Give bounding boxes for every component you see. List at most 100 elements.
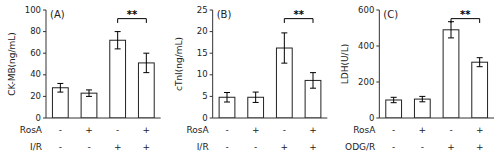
y-tick <box>376 118 379 119</box>
row-value: - <box>59 125 62 135</box>
error-line <box>422 96 423 101</box>
panel-label: (A) <box>50 9 65 20</box>
error-line <box>451 22 452 38</box>
error-cap <box>310 72 316 73</box>
row-value: - <box>449 125 452 135</box>
significance-label: ** <box>127 9 138 20</box>
row-value: - <box>392 125 395 135</box>
y-tick-label: 100 <box>25 5 41 15</box>
error-line <box>284 33 285 63</box>
row-value: + <box>476 125 484 135</box>
row-header: RosA <box>20 125 43 135</box>
error-bar <box>224 93 230 103</box>
bar <box>414 99 430 118</box>
bar <box>81 93 97 118</box>
row-value: + <box>447 142 455 152</box>
bar <box>472 62 488 118</box>
error-bar <box>419 96 425 101</box>
row-value: - <box>254 142 257 152</box>
row-value: - <box>283 125 286 135</box>
bar <box>386 100 402 118</box>
error-line <box>146 53 147 72</box>
row-value: + <box>309 142 317 152</box>
error-cap <box>419 96 425 97</box>
y-tick-label: 20 <box>197 26 208 36</box>
error-line <box>479 58 480 67</box>
row-value: + <box>281 142 289 152</box>
y-tick-label: 15 <box>197 48 208 58</box>
error-cap <box>57 92 63 93</box>
bar <box>443 30 459 118</box>
y-tick <box>43 31 46 32</box>
error-line <box>60 83 61 92</box>
bars <box>386 22 488 118</box>
error-line <box>89 90 90 96</box>
error-cap <box>253 102 259 103</box>
error-bar <box>57 83 63 92</box>
panel: 0200400600LDH(U/L)(C)**RosA-+-+ODG/R--++ <box>340 5 494 153</box>
y-tick <box>43 74 46 75</box>
row-value: - <box>116 125 119 135</box>
row-header: I/R <box>197 142 209 152</box>
row-value: - <box>392 142 395 152</box>
error-bar <box>281 33 287 63</box>
error-line <box>117 32 118 49</box>
y-tick-label: 0 <box>369 113 374 123</box>
y-tick-label: 60 <box>30 48 41 58</box>
error-bar <box>391 97 397 102</box>
y-tick-label: 80 <box>30 26 41 36</box>
row-header: RosA <box>353 125 376 135</box>
y-tick <box>376 10 379 11</box>
y-axis-label: LDH(U/L) <box>340 44 350 84</box>
row-value: + <box>143 125 151 135</box>
y-tick <box>210 96 213 97</box>
y-tick <box>43 53 46 54</box>
bar <box>52 88 68 118</box>
row-value: - <box>87 142 90 152</box>
error-cap <box>391 97 397 98</box>
error-cap <box>253 92 259 93</box>
error-cap <box>143 72 149 73</box>
y-tick <box>210 74 213 75</box>
panel-label: (C) <box>383 9 398 20</box>
y-tick <box>210 31 213 32</box>
error-cap <box>224 92 230 93</box>
y-tick <box>43 10 46 11</box>
error-bar <box>86 90 92 96</box>
y-tick-label: 600 <box>358 5 374 15</box>
row-value: + <box>476 142 484 152</box>
error-cap <box>86 89 92 90</box>
y-tick <box>210 53 213 54</box>
y-axis <box>212 10 213 118</box>
x-axis <box>213 118 328 119</box>
error-cap <box>281 32 287 33</box>
row-header: I/R <box>30 142 42 152</box>
error-cap <box>477 66 483 67</box>
row-value: + <box>85 125 93 135</box>
x-axis <box>379 118 494 119</box>
significance-label: ** <box>293 9 304 20</box>
y-tick-label: 10 <box>197 69 208 79</box>
error-bar <box>253 92 259 102</box>
row-header: RosA <box>186 125 209 135</box>
error-cap <box>281 63 287 64</box>
row-value: - <box>421 142 424 152</box>
x-axis <box>46 118 161 119</box>
error-line <box>313 73 314 89</box>
y-tick-label: 40 <box>30 69 41 79</box>
y-tick-label: 5 <box>202 91 207 101</box>
error-cap <box>477 57 483 58</box>
y-tick-label: 0 <box>36 113 41 123</box>
error-cap <box>391 102 397 103</box>
panel: 0510152025cTnI(ng/mL)(B)**RosA-+-+I/R--+… <box>174 5 328 153</box>
row-value: + <box>252 125 260 135</box>
y-tick <box>43 118 46 119</box>
error-bar <box>477 58 483 67</box>
y-axis-label: CK-MB(ng/mL) <box>7 32 17 96</box>
error-bar <box>143 53 149 72</box>
y-tick-label: 25 <box>197 5 208 15</box>
y-tick-label: 0 <box>202 113 207 123</box>
row-value: - <box>59 142 62 152</box>
error-cap <box>57 83 63 84</box>
bars <box>219 33 321 118</box>
